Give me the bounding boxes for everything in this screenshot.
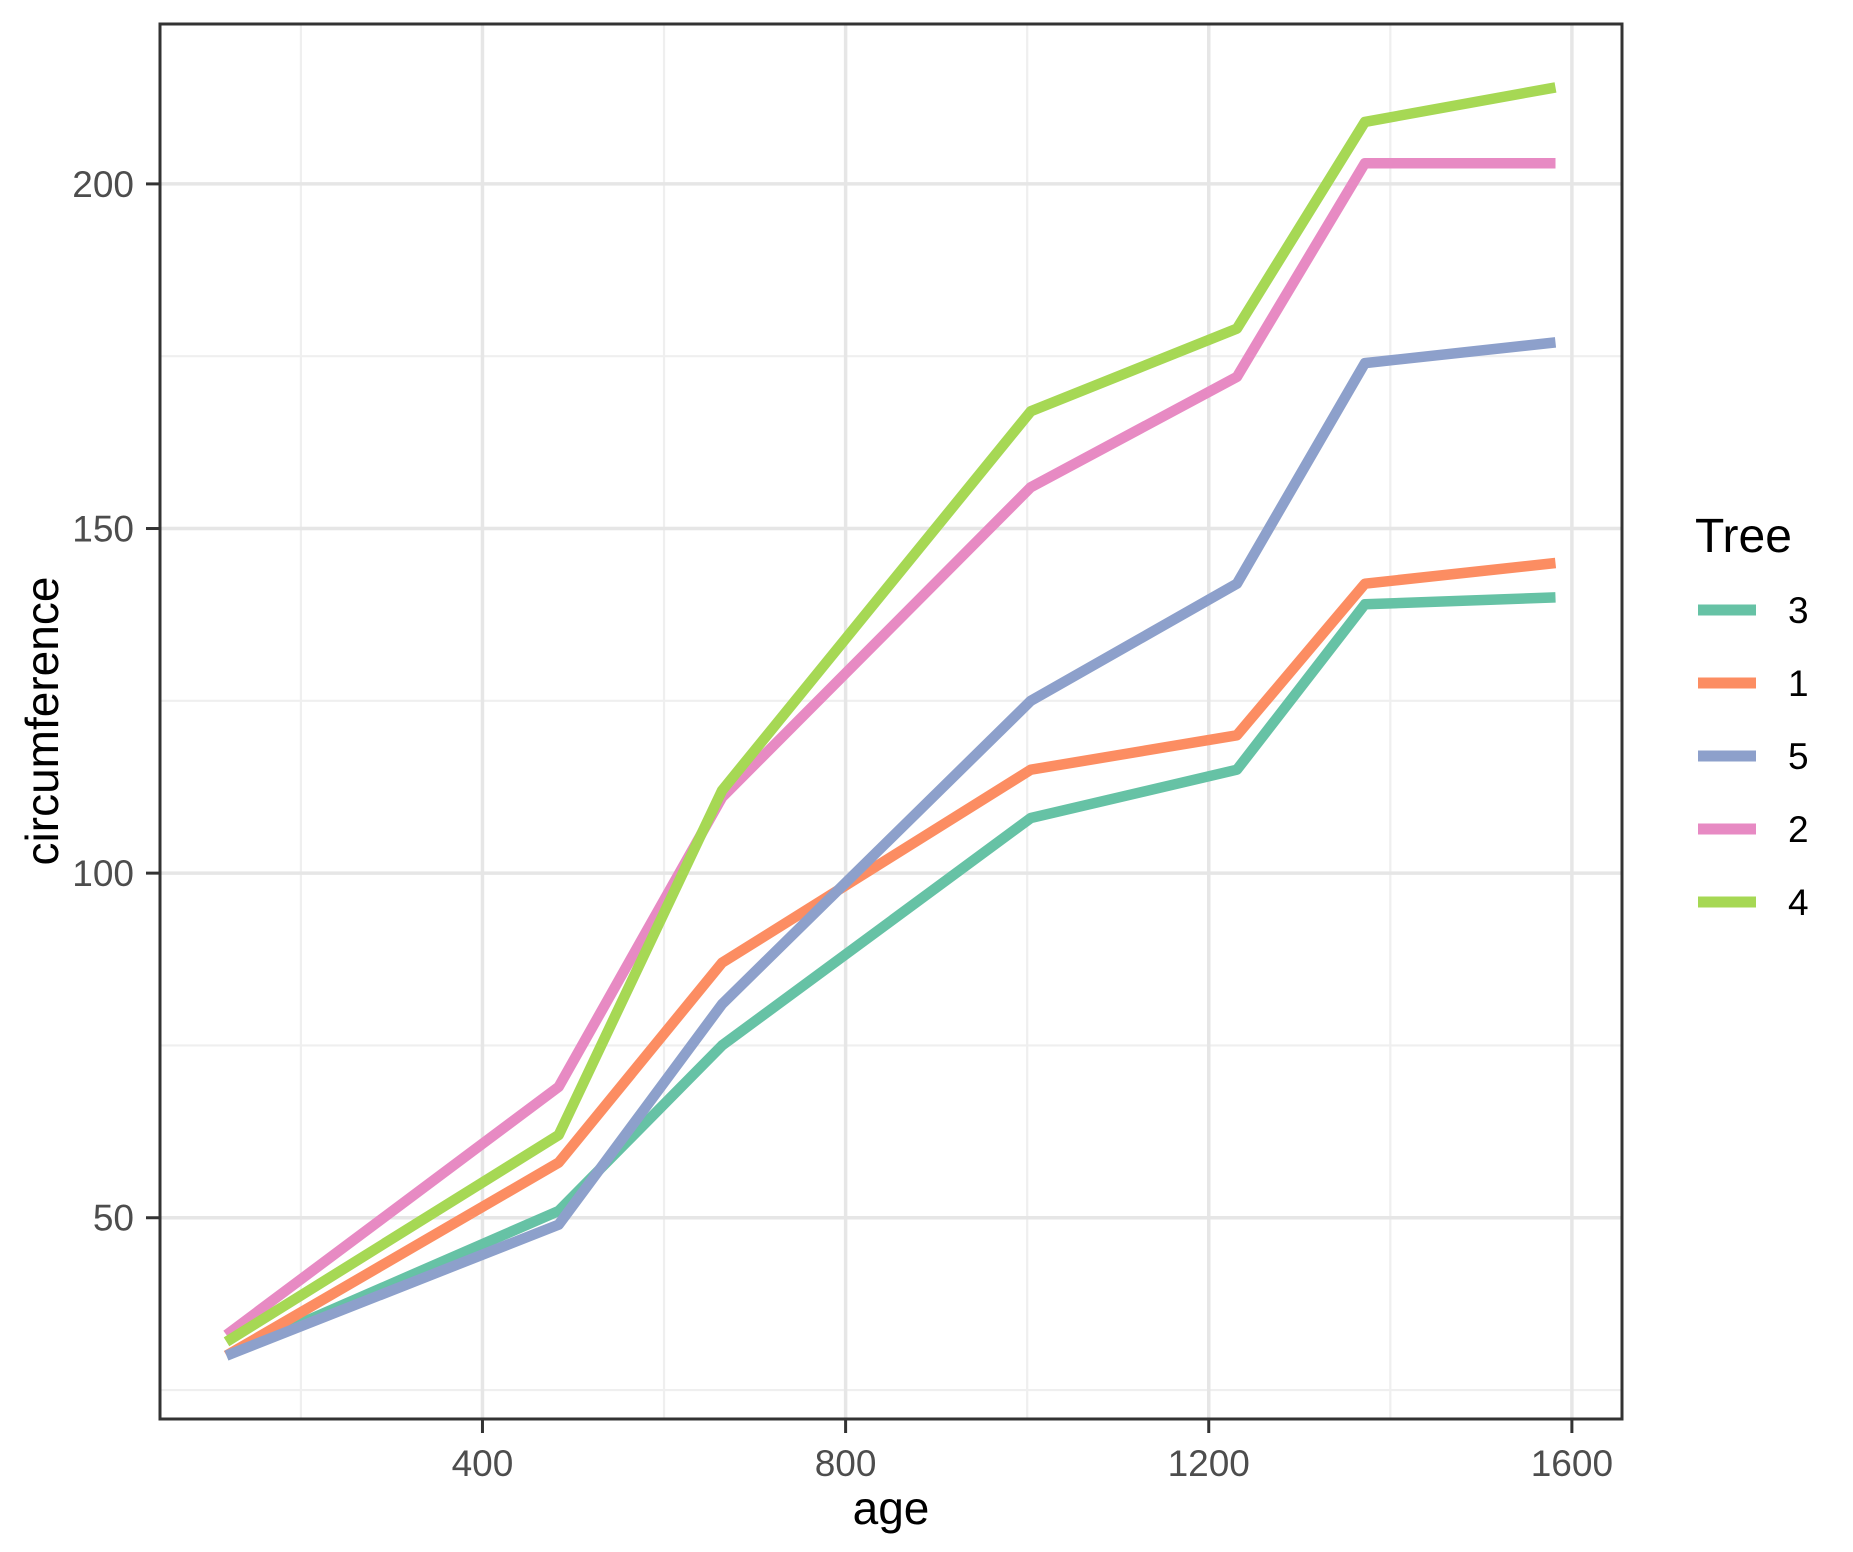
series-line-5 <box>224 337 1557 1361</box>
series-line-3 <box>224 592 1556 1361</box>
legend-items: 3 1 5 2 4 <box>1698 590 1809 923</box>
y-tick-label: 150 <box>72 509 134 550</box>
y-axis-title: circumference <box>16 577 68 866</box>
y-tick-label: 100 <box>72 853 134 894</box>
legend-swatch-4 <box>1698 896 1756 908</box>
legend-label-2: 2 <box>1788 809 1809 850</box>
gridlines-major <box>160 24 1622 1419</box>
legend-label-4: 4 <box>1788 882 1809 923</box>
series-lines <box>223 82 1557 1361</box>
legend-swatch-2 <box>1698 823 1756 835</box>
legend-swatch-5 <box>1698 750 1756 762</box>
x-tick-label: 400 <box>452 1443 514 1484</box>
series-line-2 <box>223 157 1556 1340</box>
axis-tick-marks <box>146 182 1574 1433</box>
x-tick-label: 1600 <box>1531 1443 1613 1484</box>
legend-swatch-3 <box>1698 604 1756 616</box>
x-tick-label: 800 <box>815 1443 877 1484</box>
legend-label-1: 1 <box>1788 663 1809 704</box>
legend-label-3: 3 <box>1788 590 1809 631</box>
series-line-1 <box>223 557 1557 1361</box>
legend-label-5: 5 <box>1788 736 1809 777</box>
y-tick-label: 200 <box>72 164 134 205</box>
legend-swatch-1 <box>1698 677 1756 689</box>
axis-tick-labels: 400 800 1200 1600 50 100 150 200 <box>72 164 1613 1484</box>
legend: Tree 3 1 5 2 4 <box>1695 510 1809 923</box>
panel-border <box>158 22 1624 1421</box>
x-axis-title: age <box>853 1482 930 1534</box>
legend-title: Tree <box>1695 510 1792 563</box>
series-line-4 <box>223 82 1557 1347</box>
plot-panel <box>160 24 1622 1419</box>
x-tick-label: 1200 <box>1168 1443 1250 1484</box>
y-tick-label: 50 <box>93 1198 134 1239</box>
gridlines-minor <box>160 24 1622 1419</box>
